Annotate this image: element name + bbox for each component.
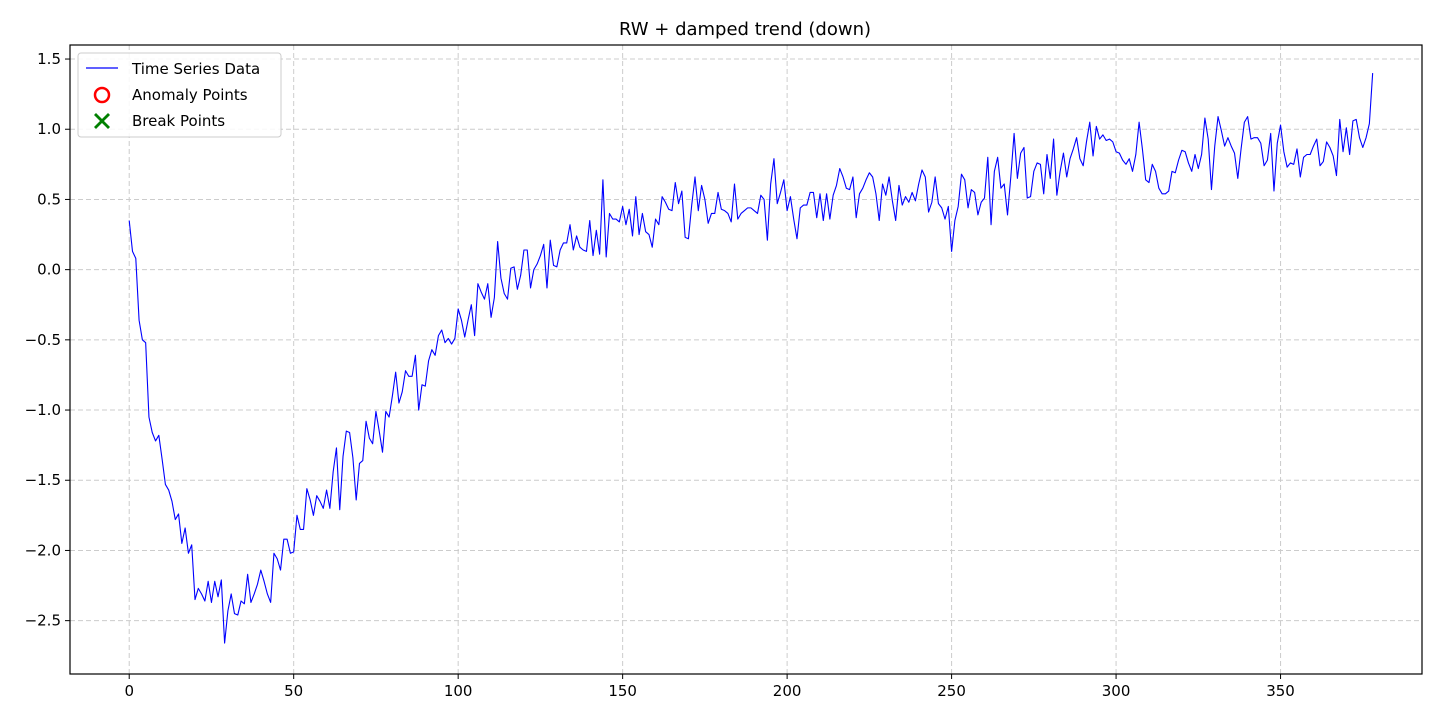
legend-label-break: Break Points: [132, 112, 225, 130]
x-tick-label: 0: [124, 682, 134, 700]
axis-ticks: 0 50 100 150 200 250 300 350 1.5 1.0 0.5 0.0 −0.5 −1.…: [25, 50, 1295, 700]
x-tick-label: 50: [284, 682, 303, 700]
y-tick-label: −1.0: [25, 401, 61, 419]
x-tick-label: 300: [1102, 682, 1131, 700]
plot-area-frame: [69, 44, 1423, 675]
legend: Time Series Data Anomaly Points Break Po…: [77, 52, 282, 138]
chart-title: RW + damped trend (down): [619, 19, 871, 40]
y-tick-label: −2.0: [25, 541, 61, 559]
grid-lines: [70, 45, 1422, 674]
anomaly-marker-icon: [93, 86, 111, 104]
y-tick-label: 1.5: [37, 50, 61, 68]
y-tick-label: −2.5: [25, 612, 61, 630]
x-tick-label: 200: [773, 682, 802, 700]
legend-label-anomaly: Anomaly Points: [132, 86, 248, 104]
y-tick-label: 1.0: [37, 120, 61, 138]
x-tick-label: 350: [1266, 682, 1295, 700]
y-tick-label: −0.5: [25, 331, 61, 349]
y-tick-label: 0.5: [37, 190, 61, 208]
y-tick-label: 0.0: [37, 261, 61, 279]
y-tick-label: −1.5: [25, 471, 61, 489]
x-tick-label: 100: [444, 682, 473, 700]
legend-box: [77, 52, 282, 138]
series-layer: [128, 73, 1374, 644]
break-marker-icon: [94, 113, 110, 129]
x-tick-label: 250: [937, 682, 966, 700]
series-line-time-series: [128, 73, 1374, 644]
x-tick-label: 150: [608, 682, 637, 700]
legend-label-time-series: Time Series Data: [131, 60, 260, 78]
